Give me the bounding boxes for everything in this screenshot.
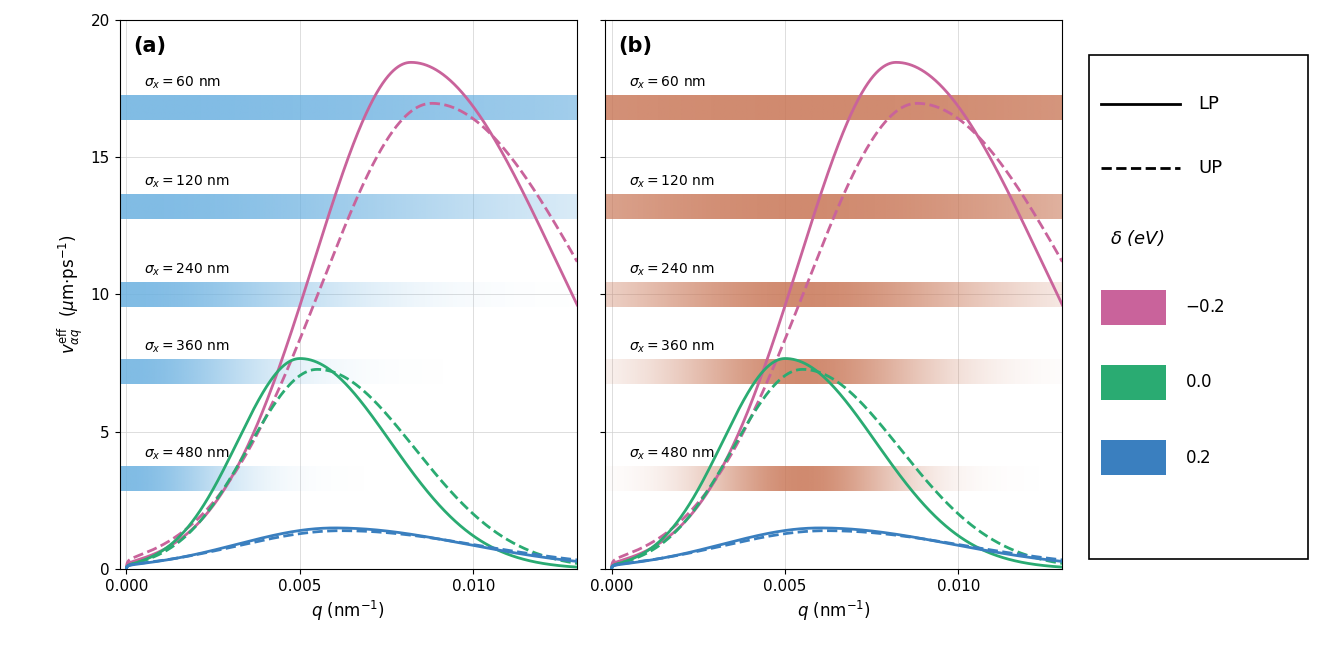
FancyBboxPatch shape bbox=[1101, 290, 1166, 325]
Text: $\sigma_x = 120$ nm: $\sigma_x = 120$ nm bbox=[143, 173, 230, 190]
Text: $\sigma_x = 480$ nm: $\sigma_x = 480$ nm bbox=[143, 445, 230, 462]
Text: $0.2$: $0.2$ bbox=[1185, 449, 1211, 466]
Y-axis label: $v_{\alpha q}^{\mathrm{eff}}$  ($\mu$m$\cdot$ps$^{-1}$): $v_{\alpha q}^{\mathrm{eff}}$ ($\mu$m$\c… bbox=[56, 234, 85, 354]
FancyBboxPatch shape bbox=[1089, 56, 1308, 559]
Text: $\delta$ (eV): $\delta$ (eV) bbox=[1110, 228, 1165, 248]
FancyBboxPatch shape bbox=[1101, 440, 1166, 475]
X-axis label: $q$ (nm$^{-1}$): $q$ (nm$^{-1}$) bbox=[311, 599, 385, 623]
Text: $\sigma_x = 240$ nm: $\sigma_x = 240$ nm bbox=[143, 262, 230, 278]
Text: $\sigma_x = 60$ nm: $\sigma_x = 60$ nm bbox=[143, 75, 220, 91]
Text: UP: UP bbox=[1199, 159, 1223, 177]
FancyBboxPatch shape bbox=[1101, 365, 1166, 400]
Text: $-0.2$: $-0.2$ bbox=[1185, 298, 1224, 317]
X-axis label: $q$ (nm$^{-1}$): $q$ (nm$^{-1}$) bbox=[797, 599, 871, 623]
Text: $\sigma_x = 120$ nm: $\sigma_x = 120$ nm bbox=[629, 173, 714, 190]
Text: LP: LP bbox=[1199, 95, 1219, 112]
Text: (a): (a) bbox=[133, 36, 166, 56]
Text: $\sigma_x = 360$ nm: $\sigma_x = 360$ nm bbox=[629, 338, 714, 354]
Text: $\sigma_x = 360$ nm: $\sigma_x = 360$ nm bbox=[143, 338, 230, 354]
Text: $\sigma_x = 480$ nm: $\sigma_x = 480$ nm bbox=[629, 445, 714, 462]
Text: $0.0$: $0.0$ bbox=[1185, 373, 1212, 392]
Text: $\sigma_x = 60$ nm: $\sigma_x = 60$ nm bbox=[629, 75, 706, 91]
Text: (b): (b) bbox=[619, 36, 652, 56]
Text: $\sigma_x = 240$ nm: $\sigma_x = 240$ nm bbox=[629, 262, 714, 278]
